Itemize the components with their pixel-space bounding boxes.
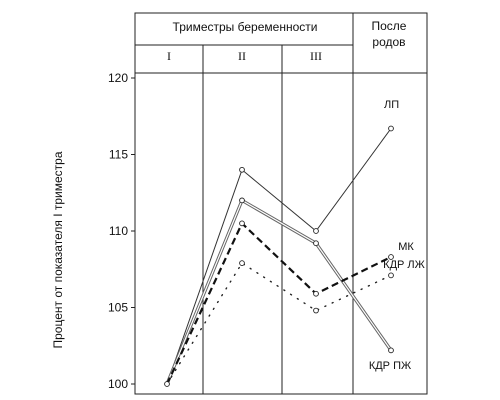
data-point [313, 290, 319, 297]
data-point-origin [164, 381, 170, 387]
y-axis-label: Процент от показателя I триместра [51, 151, 65, 348]
header-postpartum-line1: После [372, 19, 407, 33]
data-point [313, 228, 319, 234]
chart-frame [134, 12, 428, 395]
series-line-1 [166, 199, 392, 385]
y-axis-ticks: 100 105 110 115 120 [108, 71, 135, 391]
data-point [239, 197, 245, 204]
header-trimester-i: I [167, 49, 171, 63]
y-tick-label: 105 [108, 301, 128, 315]
header-group-title: Триместры беременности [173, 20, 318, 34]
data-point [388, 347, 394, 354]
y-tick-label: 110 [109, 224, 128, 238]
series-label: КДР ПЖ [369, 360, 411, 372]
y-tick-label: 120 [108, 71, 128, 85]
header-trimester-iii: III [310, 49, 322, 63]
series-line-3 [166, 262, 392, 385]
data-point [239, 260, 245, 266]
series-line-0 [166, 128, 392, 385]
chart-border [134, 12, 428, 395]
data-point [388, 125, 394, 132]
data-point [239, 166, 245, 173]
series-layer [164, 125, 394, 387]
y-tick-label: 115 [109, 148, 128, 162]
series-line-1 [165, 198, 393, 385]
data-point [239, 220, 245, 227]
series-label: ЛП [384, 99, 399, 111]
series-label: КДР ЛЖ [383, 259, 425, 271]
data-point [313, 307, 319, 314]
data-point [388, 254, 394, 260]
header-trimester-ii: II [238, 49, 246, 63]
data-point [388, 272, 394, 279]
series-labels: ЛП КДР ПЖ МК КДР ЛЖ [369, 99, 425, 372]
y-tick-label: 100 [108, 377, 128, 391]
data-point [313, 240, 319, 247]
series-label: МК [398, 241, 414, 253]
chart-header: Триместры беременности I II III После ро… [167, 19, 407, 63]
header-postpartum-line2: родов [372, 35, 405, 49]
series-line-2 [166, 221, 392, 385]
